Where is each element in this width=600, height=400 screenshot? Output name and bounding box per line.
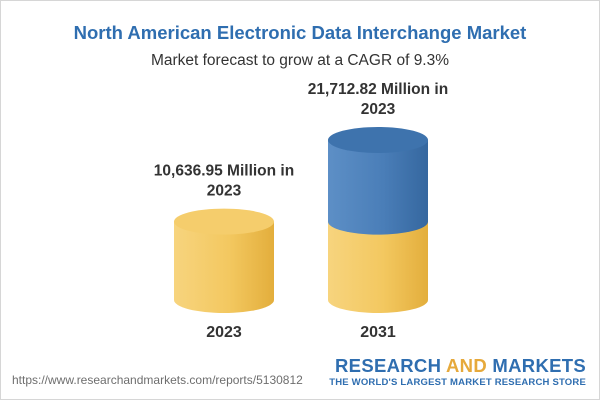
bar-2023-top: [174, 208, 274, 235]
bar-2031-growth: [328, 140, 428, 235]
brand-tagline: THE WORLD'S LARGEST MARKET RESEARCH STOR…: [329, 377, 586, 388]
chart-subtitle: Market forecast to grow at a CAGR of 9.3…: [150, 52, 450, 69]
data-label-2023-line1: 10,636.95 Million in: [154, 163, 294, 180]
data-label-2031-line1: 21,712.82 Million in: [308, 81, 448, 98]
brand-name-right: MARKETS: [486, 355, 586, 376]
bar-2031-base: [328, 221, 428, 313]
source-url: https://www.researchandmarkets.com/repor…: [12, 373, 303, 387]
brand-name: RESEARCH AND MARKETS: [329, 356, 586, 376]
brand-name-and: AND: [446, 355, 487, 376]
data-label-2031-line2: 2023: [361, 101, 396, 118]
data-label-2023-line2: 2023: [207, 183, 242, 200]
bar-2031-top: [328, 127, 428, 153]
brand-name-left: RESEARCH: [335, 355, 446, 376]
bar-2023-base: [174, 221, 274, 313]
category-label-2023: 2023: [206, 324, 242, 341]
category-label-2031: 2031: [360, 324, 396, 341]
brand-logo: RESEARCH AND MARKETS THE WORLD'S LARGEST…: [329, 356, 586, 389]
chart-title: North American Electronic Data Interchan…: [73, 22, 527, 43]
